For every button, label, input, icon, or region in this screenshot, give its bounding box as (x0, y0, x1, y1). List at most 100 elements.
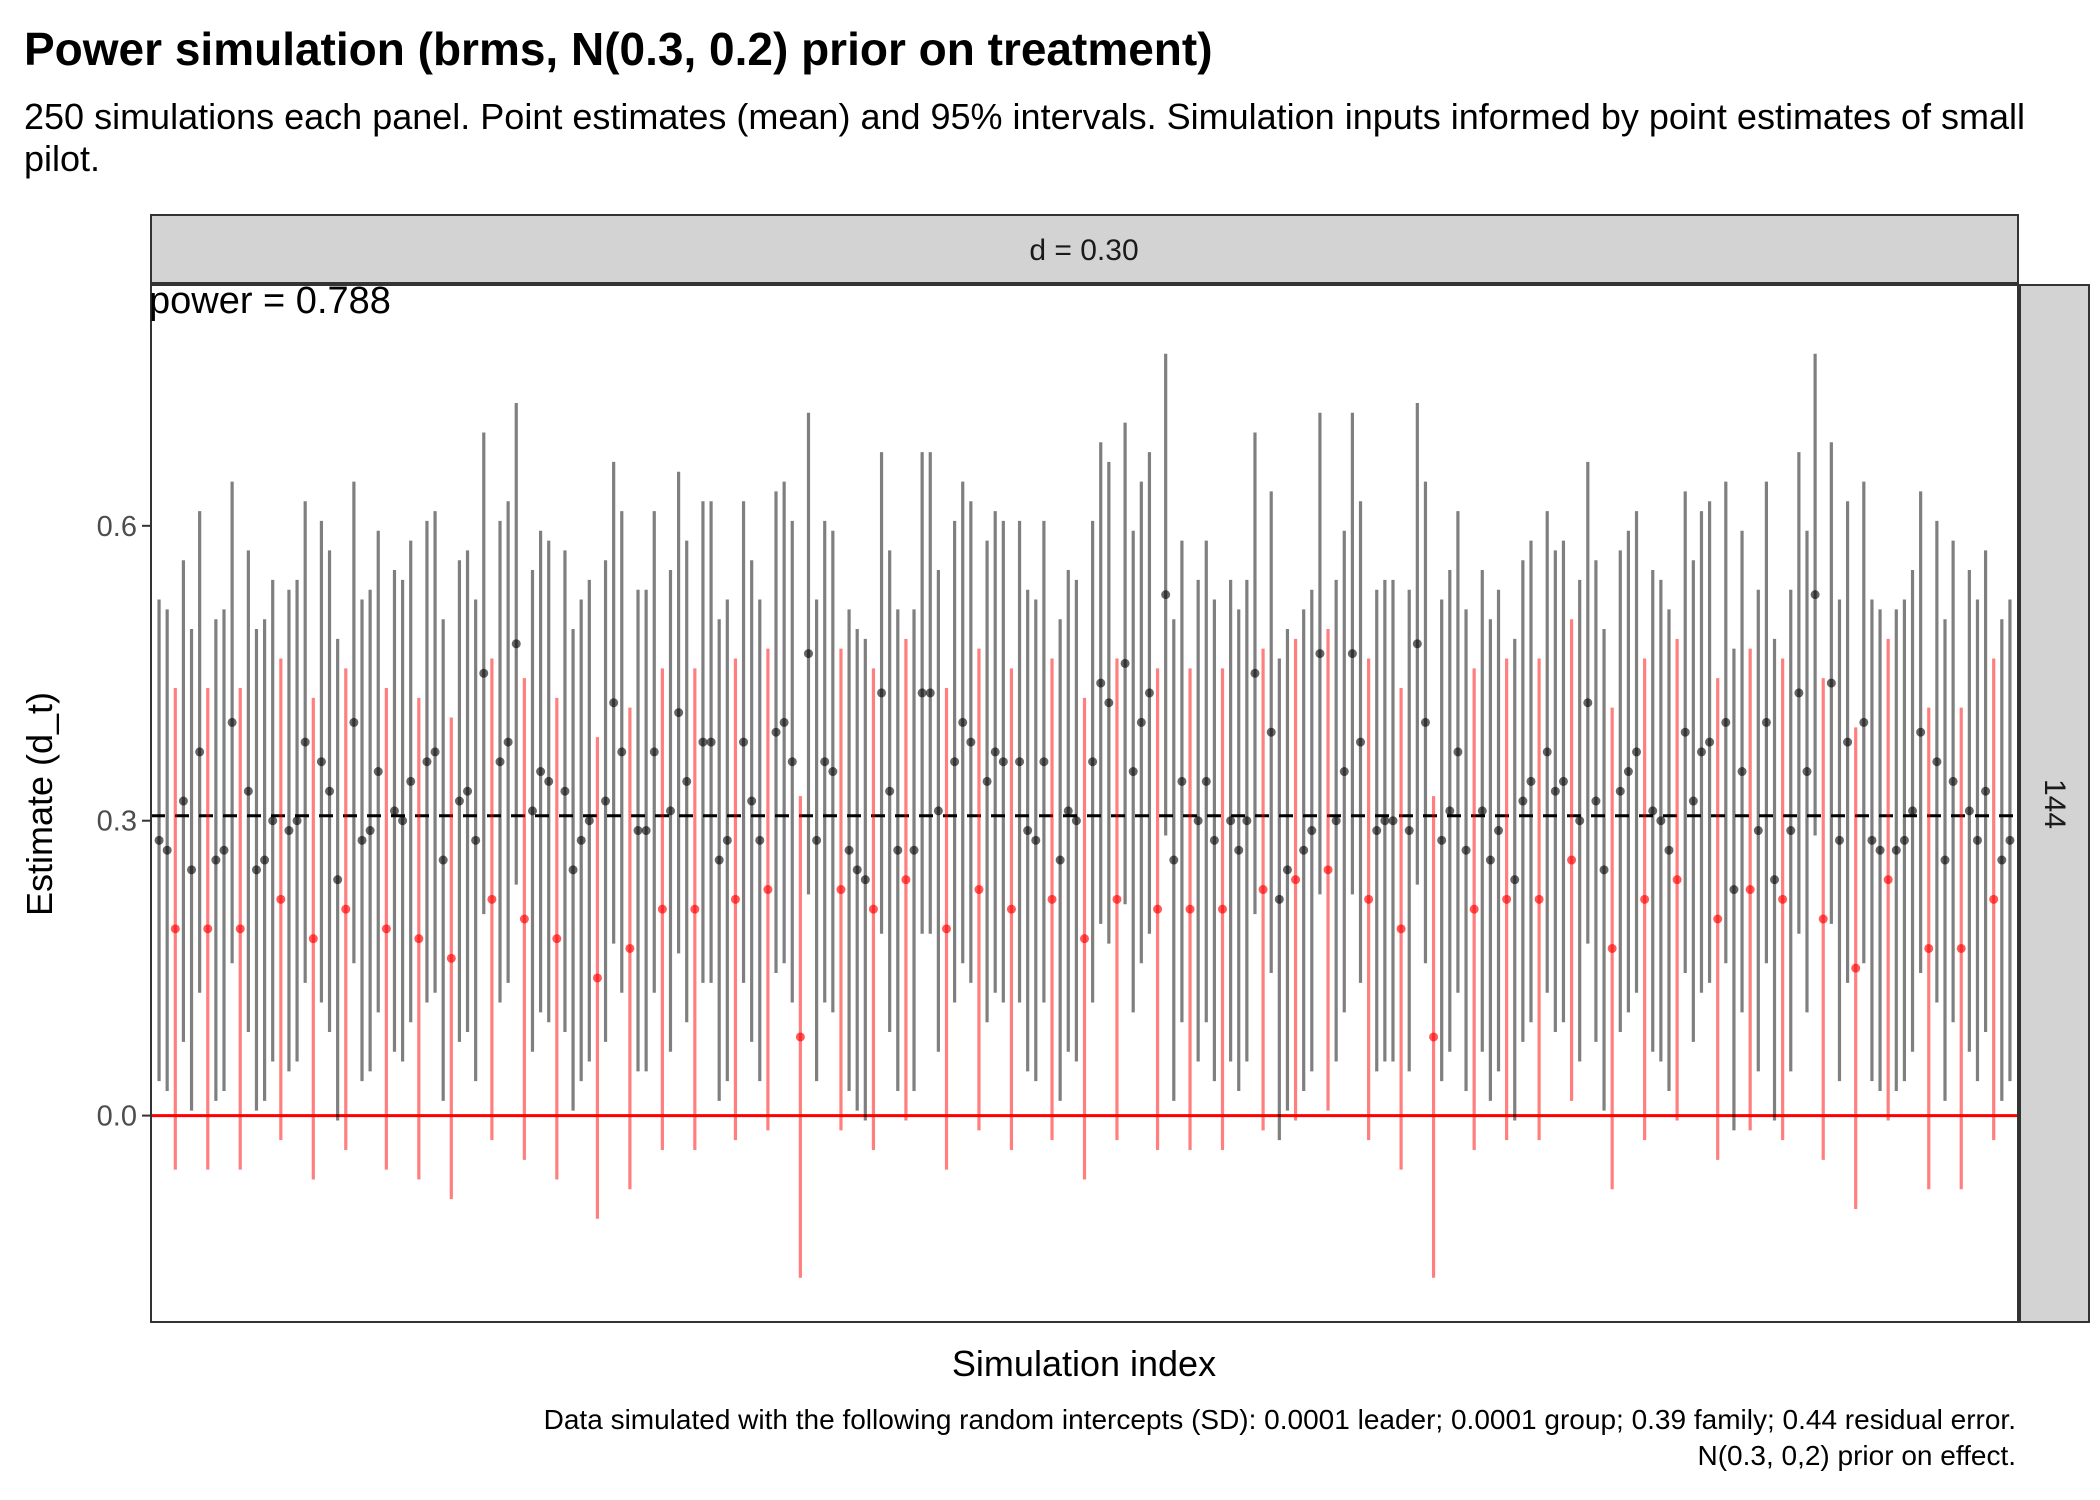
estimate-point-significant (1055, 855, 1065, 865)
facet-strip-right (2019, 284, 2090, 1323)
estimate-point-significant (828, 767, 838, 777)
estimate-point-significant (471, 835, 481, 845)
estimate-point-non-significant (487, 894, 497, 904)
estimate-point-significant (698, 737, 708, 747)
estimate-point-significant (1794, 688, 1804, 698)
estimate-point-significant (1453, 747, 1463, 757)
estimate-point-significant (1437, 835, 1447, 845)
estimate-point-significant (779, 717, 789, 727)
estimate-point-non-significant (1112, 894, 1122, 904)
estimate-point-significant (511, 639, 521, 649)
estimate-point-significant (1063, 806, 1073, 816)
estimate-point-non-significant (1291, 875, 1301, 885)
estimate-point-non-significant (235, 924, 245, 934)
estimate-point-significant (292, 816, 302, 826)
estimate-point-significant (219, 845, 229, 855)
estimate-point-significant (1169, 855, 1179, 865)
estimate-point-significant (714, 855, 724, 865)
estimate-point-non-significant (203, 924, 213, 934)
estimate-point-significant (398, 816, 408, 826)
estimate-point-significant (1542, 747, 1552, 757)
estimate-point-significant (682, 776, 692, 786)
estimate-point-significant (568, 865, 578, 875)
estimate-point-significant (958, 717, 968, 727)
estimate-point-significant (422, 757, 432, 767)
estimate-point-significant (1916, 727, 1926, 737)
estimate-point-significant (1494, 826, 1504, 836)
estimate-point-significant (609, 698, 619, 708)
estimate-point-significant (1088, 757, 1098, 767)
estimate-point-significant (1867, 835, 1877, 845)
estimate-point-non-significant (941, 924, 951, 934)
estimate-point-significant (1997, 855, 2007, 865)
power-annotation: power = 0.788 (149, 280, 391, 322)
estimate-point-significant (1485, 855, 1495, 865)
chart-title: Power simulation (brms, N(0.3, 0.2) prio… (24, 23, 1213, 75)
estimate-point-significant (454, 796, 464, 806)
estimate-point-non-significant (276, 894, 286, 904)
estimate-point-significant (917, 688, 927, 698)
estimate-point-significant (1282, 865, 1292, 875)
estimate-point-non-significant (592, 973, 602, 983)
estimate-point-significant (1696, 747, 1706, 757)
estimate-point-non-significant (341, 904, 351, 914)
estimate-point-significant (1964, 806, 1974, 816)
estimate-point-significant (495, 757, 505, 767)
estimate-point-significant (617, 747, 627, 757)
estimate-point-significant (325, 786, 335, 796)
estimate-point-non-significant (1429, 1032, 1439, 1042)
estimate-point-non-significant (836, 885, 846, 895)
chart-subtitle: 250 simulations each panel. Point estima… (24, 96, 2026, 179)
estimate-point-significant (1015, 757, 1025, 767)
estimate-point-non-significant (1502, 894, 1512, 904)
estimate-point-significant (1242, 816, 1252, 826)
estimate-point-significant (1843, 737, 1853, 747)
estimate-point-non-significant (868, 904, 878, 914)
estimate-point-significant (536, 767, 546, 777)
facet-strip-top-label: d = 0.30 (1029, 234, 1138, 267)
estimate-point-significant (1899, 835, 1909, 845)
estimate-point-significant (601, 796, 611, 806)
estimate-point-significant (1591, 796, 1601, 806)
estimate-point-significant (1071, 816, 1081, 826)
estimate-point-significant (877, 688, 887, 698)
estimate-point-significant (1575, 816, 1585, 826)
estimate-point-significant (1623, 767, 1633, 777)
estimate-point-significant (1177, 776, 1187, 786)
estimate-point-significant (1940, 855, 1950, 865)
estimate-point-significant (1136, 717, 1146, 727)
estimate-point-significant (1583, 698, 1593, 708)
estimate-point-significant (1120, 658, 1130, 668)
estimate-point-significant (1558, 776, 1568, 786)
estimate-point-significant (560, 786, 570, 796)
estimate-point-significant (1315, 649, 1325, 659)
estimate-point-significant (803, 649, 813, 659)
estimate-point-significant (747, 796, 757, 806)
estimate-point-significant (1729, 885, 1739, 895)
estimate-point-non-significant (1218, 904, 1228, 914)
estimate-point-non-significant (1153, 904, 1163, 914)
estimate-point-significant (1518, 796, 1528, 806)
estimate-point-significant (154, 835, 164, 845)
estimate-point-significant (1274, 894, 1284, 904)
estimate-point-significant (1128, 767, 1138, 777)
estimate-point-significant (1810, 590, 1820, 600)
estimate-point-non-significant (1396, 924, 1406, 934)
estimate-point-significant (909, 845, 919, 855)
estimate-point-non-significant (1818, 914, 1828, 924)
estimate-point-significant (1859, 717, 1869, 727)
estimate-point-non-significant (1989, 894, 1999, 904)
estimate-point-significant (227, 717, 237, 727)
estimate-point-significant (1031, 835, 1041, 845)
y-tick-label: 0.0 (97, 1101, 137, 1133)
estimate-point-non-significant (1713, 914, 1723, 924)
y-tick-label: 0.6 (97, 511, 137, 543)
estimate-point-significant (885, 786, 895, 796)
estimate-point-non-significant (414, 934, 424, 944)
estimate-point-significant (1461, 845, 1471, 855)
estimate-point-significant (1331, 816, 1341, 826)
estimate-point-significant (998, 757, 1008, 767)
estimate-point-significant (1786, 826, 1796, 836)
caption-line-2: N(0.3, 0,2) prior on effect. (1697, 1440, 2016, 1471)
estimate-point-non-significant (690, 904, 700, 914)
